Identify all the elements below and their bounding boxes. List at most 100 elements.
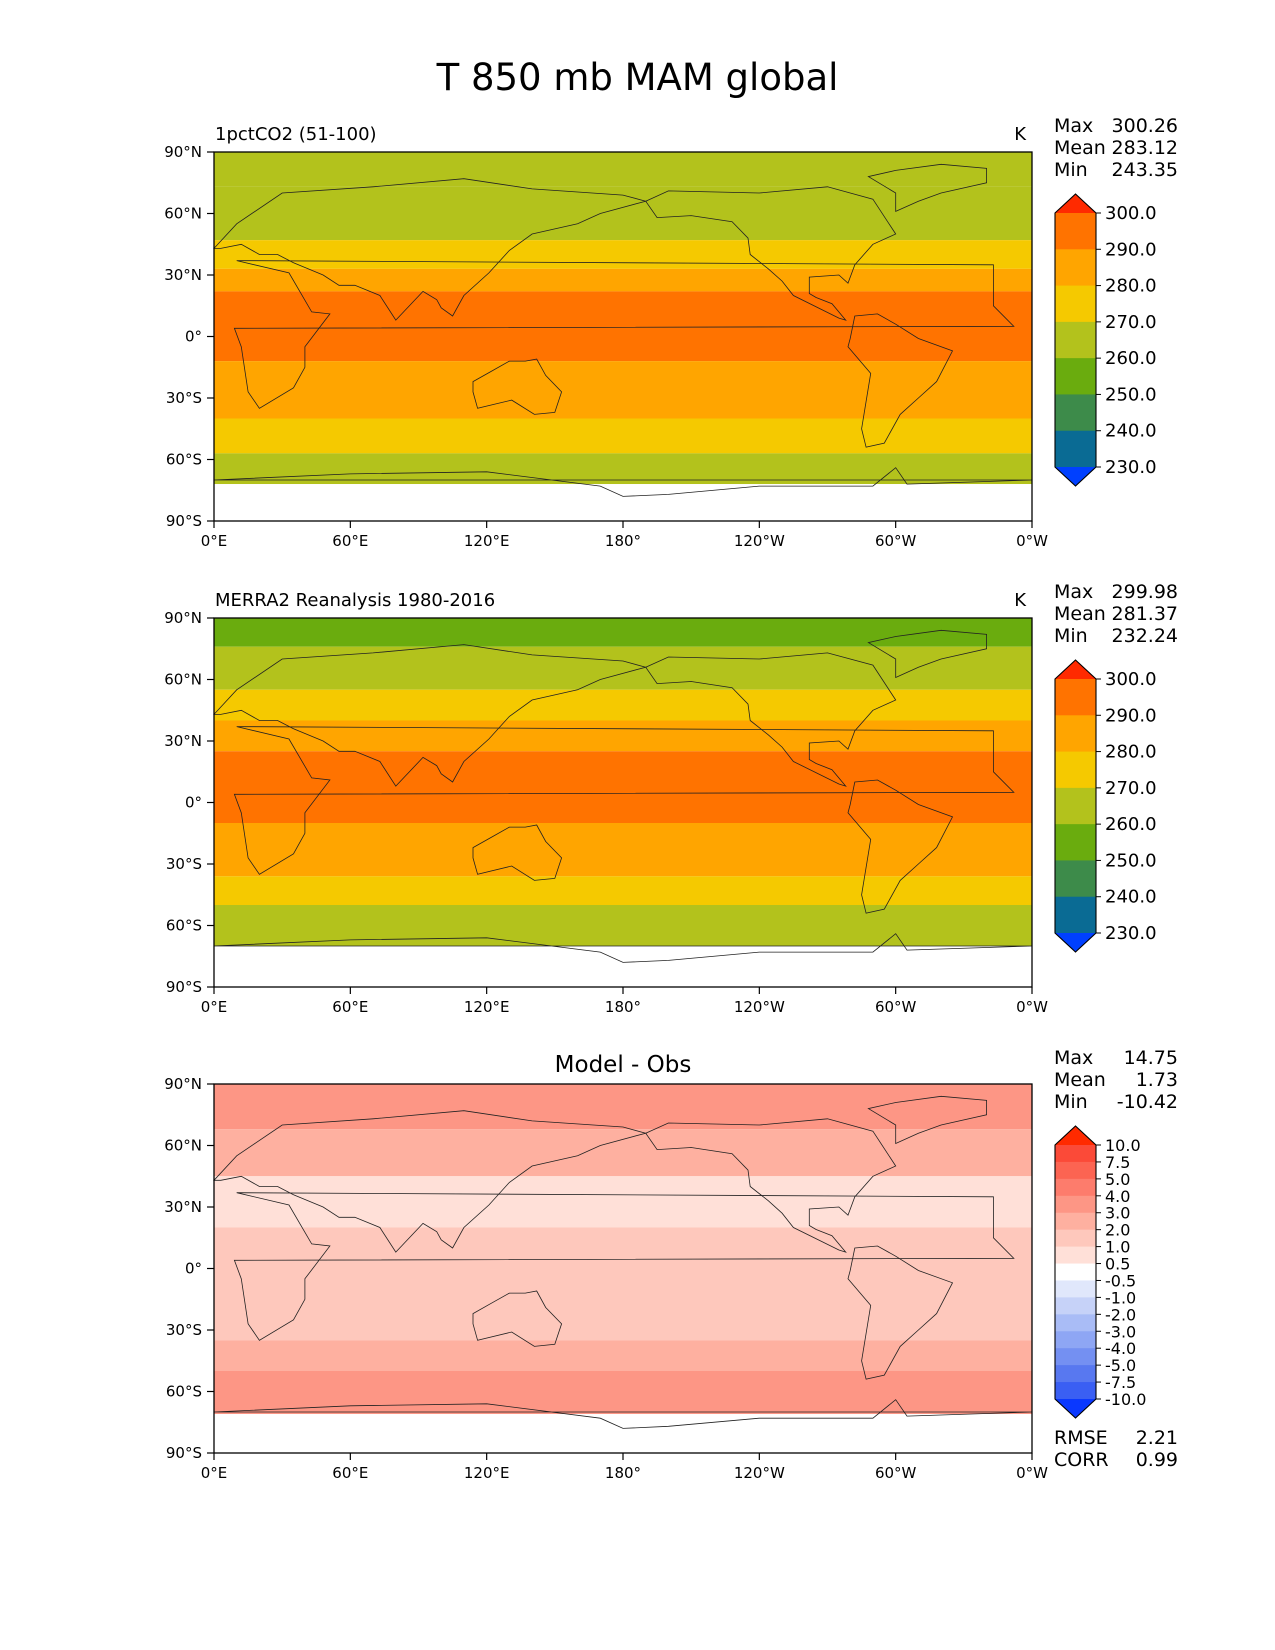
continent-outline: [213, 644, 648, 787]
panel-center-title: Model - Obs: [555, 1052, 692, 1078]
metric-label: RMSE: [1054, 1427, 1108, 1449]
stat-value: 232.24: [1112, 625, 1178, 647]
colorbar-label: 280.0: [1105, 276, 1157, 297]
colorbar-label: 230.0: [1105, 457, 1157, 478]
colorbar-label: 10.0: [1105, 1136, 1141, 1155]
x-tick-label: 0°E: [201, 998, 228, 1016]
colorbar-segment: [1055, 1212, 1096, 1231]
y-tick-label: 0°: [185, 1260, 202, 1278]
temperature-band: [214, 720, 1032, 752]
y-tick-label: 0°: [185, 328, 202, 346]
colorbar-label: 240.0: [1105, 421, 1157, 442]
y-tick-label: 60°N: [164, 205, 202, 223]
temperature-band: [214, 618, 1032, 647]
temperature-band: [214, 1227, 1032, 1341]
x-tick-label: 60°E: [332, 1464, 368, 1482]
colorbar-extend-min: [1055, 1399, 1096, 1418]
figure-title: T 850 mb MAM global: [436, 56, 839, 99]
y-tick-label: 90°N: [164, 1075, 202, 1093]
y-tick-label: 90°S: [166, 1444, 202, 1462]
temperature-band: [214, 1340, 1032, 1371]
y-tick-label: 90°S: [166, 512, 202, 530]
colorbar-label: 270.0: [1105, 778, 1157, 799]
continent-outline: [847, 1245, 954, 1380]
stat-label: Max: [1054, 1047, 1093, 1069]
temperature-band: [214, 1129, 1032, 1177]
colorbar-segment: [1055, 1331, 1096, 1349]
stat-value: 283.12: [1112, 137, 1178, 159]
stat-value: 14.75: [1124, 1047, 1178, 1069]
stat-label: Min: [1054, 159, 1088, 181]
colorbar-segment: [1055, 824, 1096, 861]
temperature-band: [214, 418, 1032, 454]
colorbar-extend-max: [1055, 194, 1096, 213]
temperature-band: [214, 646, 1032, 690]
colorbar-label: -5.0: [1105, 1356, 1136, 1375]
colorbar-label: 5.0: [1105, 1170, 1130, 1189]
temperature-band: [214, 823, 1032, 877]
y-tick-label: 30°S: [166, 389, 202, 407]
colorbar-segment: [1055, 1348, 1096, 1366]
stat-value: 243.35: [1112, 159, 1178, 181]
x-tick-label: 120°W: [734, 998, 785, 1016]
colorbar-extend-min: [1055, 933, 1096, 952]
y-tick-label: 60°N: [164, 671, 202, 689]
x-tick-label: 120°W: [734, 1464, 785, 1482]
colorbar-label: 280.0: [1105, 742, 1157, 763]
temperature-band: [214, 361, 1032, 419]
y-tick-label: 30°N: [164, 732, 202, 750]
colorbar-label: -7.5: [1105, 1373, 1136, 1392]
continent-outline: [847, 779, 954, 914]
panel-title: MERRA2 Reanalysis 1980-2016: [215, 590, 495, 611]
continent-outline: [867, 163, 987, 213]
temperature-band: [214, 1371, 1032, 1415]
y-tick-label: 90°S: [166, 978, 202, 996]
continent-outline: [213, 1110, 648, 1253]
stat-value: -10.42: [1117, 1091, 1178, 1113]
continent-outline: [233, 1192, 1015, 1341]
colorbar: 300.0 290.0 280.0 270.0 260.0 250.0 240.0 230.0: [1054, 659, 1157, 953]
metric-value: 2.21: [1136, 1427, 1178, 1449]
colorbar-label: 290.0: [1105, 705, 1157, 726]
colorbar-extend-max: [1055, 660, 1096, 679]
x-tick-label: 180°: [605, 1464, 641, 1482]
colorbar-segment: [1055, 751, 1096, 789]
stat-value: 300.26: [1112, 115, 1178, 137]
colorbar-label: 260.0: [1105, 814, 1157, 835]
colorbar-segment: [1055, 715, 1096, 753]
colorbar-extend-max: [1055, 1126, 1096, 1145]
continent-outline: [472, 824, 563, 881]
y-tick-label: 60°S: [166, 917, 202, 935]
stat-value: 1.73: [1136, 1069, 1178, 1091]
continent-outline: [213, 1399, 1033, 1429]
x-tick-label: 60°W: [875, 1464, 917, 1482]
colorbar-label: 3.0: [1105, 1204, 1130, 1223]
continent-outline: [645, 652, 897, 787]
temperature-band: [214, 905, 1032, 946]
colorbar-segment: [1055, 860, 1096, 898]
colorbar-label: -4.0: [1105, 1339, 1136, 1358]
stat-label: Min: [1054, 1091, 1088, 1113]
stat-value: 281.37: [1112, 603, 1178, 625]
colorbar-label: 7.5: [1105, 1153, 1130, 1172]
stat-label: Max: [1054, 581, 1093, 603]
colorbar-label: 2.0: [1105, 1221, 1130, 1240]
colorbar-segment: [1055, 896, 1096, 934]
x-tick-label: 120°E: [464, 1464, 510, 1482]
temperature-band: [214, 689, 1032, 721]
x-tick-label: 120°E: [464, 998, 510, 1016]
x-tick-label: 120°E: [464, 532, 510, 550]
colorbar-segment: [1055, 394, 1096, 432]
temperature-band: [214, 1084, 1032, 1130]
colorbar-segment: [1055, 1297, 1096, 1315]
colorbar-label: 260.0: [1105, 348, 1157, 369]
metric-value: 0.99: [1136, 1449, 1178, 1471]
y-tick-label: 60°S: [166, 1383, 202, 1401]
stat-label: Min: [1054, 625, 1088, 647]
y-tick-label: 60°N: [164, 1137, 202, 1155]
colorbar-segment: [1055, 679, 1096, 716]
y-tick-label: 60°S: [166, 451, 202, 469]
colorbar-label: 270.0: [1105, 312, 1157, 333]
units-label: K: [1014, 590, 1027, 611]
